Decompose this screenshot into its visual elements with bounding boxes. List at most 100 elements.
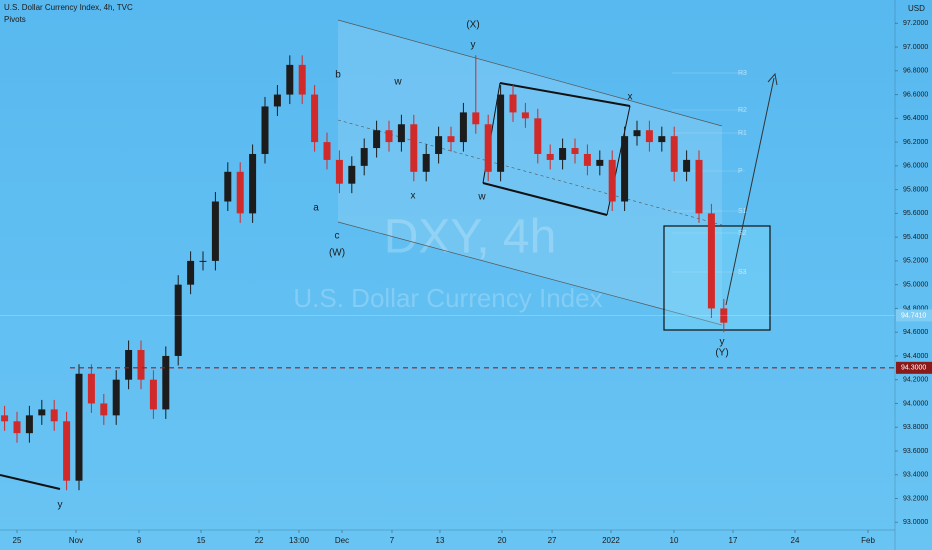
candle-body (224, 171, 232, 202)
candle-body (286, 64, 294, 95)
wave-label: y (58, 500, 63, 511)
y-tick-label: 95.0000 (903, 282, 928, 289)
y-tick-label: 94.2000 (903, 377, 928, 384)
candle-body (707, 213, 715, 309)
candle-body (87, 373, 95, 404)
candle-body (435, 136, 443, 154)
candle-body (621, 136, 629, 202)
y-tick-label: 96.8000 (903, 68, 928, 75)
candle-body (311, 94, 319, 143)
y-tick-label: 93.8000 (903, 424, 928, 431)
pivot-label: R1 (738, 130, 747, 137)
channel-line (337, 221, 723, 326)
candle-body (633, 130, 641, 137)
candle-body (335, 159, 343, 184)
x-tick-label: 25 (13, 536, 22, 545)
trend-line (0, 474, 61, 490)
y-tick-label: 93.4000 (903, 472, 928, 479)
watermark: DXY, 4h (384, 211, 557, 264)
wave-label: (W) (329, 248, 345, 259)
x-tick-label: 13 (436, 536, 445, 545)
candle-body (112, 379, 120, 416)
target-box (663, 225, 771, 331)
last-price-label: 94.7410 (901, 312, 926, 319)
candle-body (484, 124, 492, 172)
pivot-label: R3 (738, 70, 747, 77)
candle-body (199, 260, 207, 262)
candle-body (583, 153, 591, 166)
chart-title: U.S. Dollar Currency Index, 4h, TVC (4, 3, 133, 12)
candle-body (608, 159, 616, 202)
candle-body (645, 130, 653, 143)
candle-body (137, 350, 145, 380)
pivot-label: S2 (738, 230, 747, 237)
candle-body (385, 130, 393, 143)
x-tick-label: Nov (69, 536, 83, 545)
candle-body (187, 260, 195, 285)
wave-label: y (471, 40, 476, 51)
pivot-label: P (738, 168, 743, 175)
candle-body (75, 373, 83, 481)
candle-body (211, 201, 219, 261)
candle-body (360, 148, 368, 166)
y-tick-label: 96.2000 (903, 139, 928, 146)
y-tick-label: 95.4000 (903, 234, 928, 241)
candle-body (534, 118, 542, 154)
y-tick-label: 94.6000 (903, 329, 928, 336)
y-tick-label: 96.4000 (903, 115, 928, 122)
candle-body (273, 94, 281, 107)
wave-label: y (720, 337, 725, 348)
candle-body (50, 409, 58, 422)
last-price-tag (896, 309, 932, 322)
pivot-label: S3 (738, 269, 747, 276)
x-tick-label: 17 (729, 536, 738, 545)
channel-line (337, 19, 723, 127)
x-tick-label: 8 (137, 536, 142, 545)
candle-body (459, 112, 467, 143)
candle-body (249, 153, 257, 214)
x-tick-label: Dec (335, 536, 349, 545)
candle-body (559, 148, 567, 160)
inner-channel (482, 182, 608, 216)
wave-label: x (411, 191, 416, 202)
wave-label: b (335, 70, 341, 81)
candle-body (63, 421, 71, 481)
x-tick-label: 22 (255, 536, 264, 545)
candle-body (509, 94, 517, 113)
candle-body (596, 159, 604, 166)
x-tick-label: Feb (861, 536, 875, 545)
y-tick-label: 93.2000 (903, 495, 928, 502)
y-tick-label: 94.4000 (903, 353, 928, 360)
candle-body (348, 165, 356, 184)
candle-body (422, 153, 430, 172)
wave-label: w (477, 192, 486, 203)
wave-label: c (335, 231, 340, 242)
candle-body (472, 112, 480, 125)
candle-body (298, 64, 306, 95)
axis-unit: USD (908, 4, 925, 13)
inner-channel (499, 82, 631, 107)
y-tick-label: 95.2000 (903, 258, 928, 265)
x-tick-label: 15 (197, 536, 206, 545)
candle-body (125, 350, 133, 380)
y-tick-label: 93.0000 (903, 519, 928, 526)
candle-body (658, 136, 666, 143)
candle-body (521, 112, 529, 119)
x-tick-label: 2022 (602, 536, 620, 545)
y-tick-label: 97.2000 (903, 20, 928, 27)
x-tick-label: 27 (548, 536, 557, 545)
y-tick-label: 94.8000 (903, 305, 928, 312)
candle-body (100, 403, 108, 416)
candle-body (695, 159, 703, 214)
projection-arrow (725, 77, 775, 306)
candle-body (546, 153, 554, 160)
pivot-label: S1 (738, 208, 747, 215)
x-tick-label: 7 (390, 536, 395, 545)
candle-body (670, 136, 678, 172)
x-tick-label: 20 (498, 536, 507, 545)
candle-body (410, 124, 418, 172)
x-tick-label: 10 (670, 536, 679, 545)
candle-body (720, 308, 728, 323)
y-tick-label: 96.0000 (903, 163, 928, 170)
